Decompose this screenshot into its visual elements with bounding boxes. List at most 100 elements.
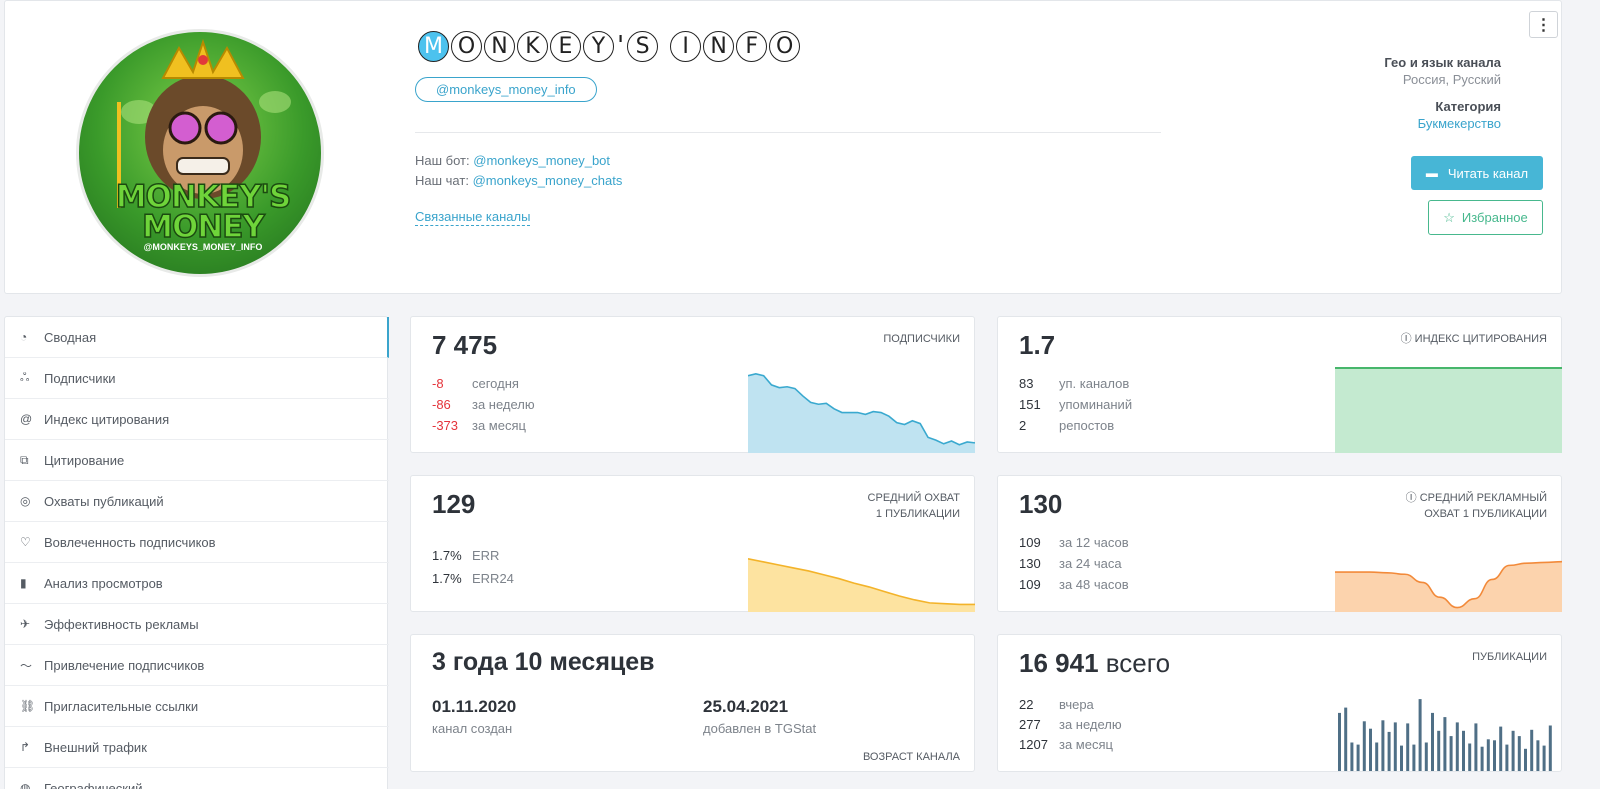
subscribers-label: ПОДПИСЧИКИ — [883, 333, 960, 345]
read-channel-button[interactable]: ▬ Читать канал — [1411, 156, 1543, 190]
reach-card[interactable]: 129 СРЕДНИЙ ОХВАТ 1 ПУБЛИКАЦИИ 1.7% ERR 1.… — [410, 475, 975, 612]
publication-bar — [1369, 728, 1372, 771]
stat-label: за 48 часов — [1059, 577, 1129, 592]
quote-icon: ⧉ — [20, 452, 29, 467]
subscribers-row-week: -86 за неделю — [432, 397, 535, 412]
ad-reach-card[interactable]: 130 ⓘ СРЕДНИЙ РЕКЛАМНЫЙ ОХВАТ 1 ПУБЛИКАЦИ… — [997, 475, 1562, 612]
publication-bar — [1437, 730, 1441, 771]
publication-bar — [1548, 725, 1552, 771]
posts-row-week: 277 за неделю — [1019, 717, 1122, 732]
channel-age-value: 3 года 10 месяцев — [432, 648, 655, 676]
kebab-icon: ⋮ — [1535, 16, 1552, 34]
label-line-2: ОХВАТ 1 ПУБЛИКАЦИИ — [1424, 508, 1547, 520]
stat-number: 1.7% — [432, 548, 462, 563]
stats-sidebar: ◔ Сводная ஃ Подписчики @ Индекс цитирования ⧉ Ц… — [4, 316, 389, 789]
sidebar-item[interactable]: ↱ Внешний трафик — [5, 727, 389, 768]
channel-handle-badge[interactable]: @monkeys_money_info — [415, 77, 597, 102]
err-row: 1.7% ERR — [432, 548, 499, 563]
channel-age-label: ВОЗРАСТ КАНАЛА — [862, 751, 960, 763]
publications-suffix: всего — [1105, 648, 1171, 678]
sidebar-item[interactable]: ⛓ Пригласительные ссылки — [5, 686, 389, 727]
favorite-button[interactable]: ☆ Избранное — [1428, 200, 1543, 235]
publication-bar — [1474, 723, 1478, 771]
publication-bar — [1499, 726, 1503, 771]
citation-area-chart — [1335, 367, 1562, 453]
sidebar-item[interactable]: ♡ Вовлеченность подписчиков — [5, 522, 389, 563]
publication-bar — [1362, 721, 1366, 771]
publication-bar — [1505, 744, 1509, 771]
posts-row-month: 1207 за месяц — [1019, 737, 1113, 752]
sidebar-item[interactable]: ◍ Географический — [5, 768, 389, 789]
label-line-1: СРЕДНИЙ РЕКЛАМНЫЙ — [1419, 492, 1547, 504]
ad-reach-row-24h: 130 за 24 часа — [1019, 556, 1122, 571]
subscribers-count: 7 475 — [432, 330, 498, 360]
stat-label: уп. каналов — [1059, 376, 1130, 391]
sidebar-item-label: Анализ просмотров — [44, 575, 163, 591]
subscribers-card[interactable]: 7 475 ПОДПИСЧИКИ -8 сегодня -86 за неделю … — [410, 316, 975, 453]
read-channel-label: Читать канал — [1447, 165, 1529, 181]
created-label: канал создан — [432, 721, 513, 736]
bot-link[interactable]: @monkeys_money_bot — [473, 153, 611, 168]
title-letter: Y — [583, 31, 614, 62]
publication-bar — [1443, 717, 1447, 771]
label-line-1: СРЕДНИЙ ОХВАТ — [867, 492, 960, 504]
publication-bar — [1511, 730, 1515, 771]
avg-reach-value: 129 — [432, 489, 476, 519]
title-letter: O — [451, 31, 482, 62]
publication-bar — [1455, 722, 1459, 771]
related-channels-link[interactable]: Связанные каналы — [415, 209, 531, 226]
title-letter: S — [627, 31, 659, 62]
sidebar-item-label: Эффективность рекламы — [44, 616, 199, 632]
citation-row-reposts: 2 репостов — [1019, 418, 1114, 433]
channel-avatar: MONKEY'S MONEY @MONKEYS_MONEY_INFO — [76, 29, 324, 277]
sidebar-item-label: Привлечение подписчиков — [44, 657, 205, 673]
sparkline-line — [1335, 560, 1562, 609]
stat-number: -373 — [432, 418, 459, 433]
subscribers-sparkline — [748, 373, 975, 453]
subscribers-row-month: -373 за месяц — [432, 418, 526, 433]
citation-index-value: 1.7 — [1019, 330, 1056, 360]
stat-label: за месяц — [472, 418, 526, 433]
more-menu-button[interactable]: ⋮ — [1529, 11, 1558, 38]
publications-bar-chart — [1338, 699, 1552, 771]
sidebar-item[interactable]: ⧉ Цитирование — [5, 440, 389, 481]
sidebar-item[interactable]: ◎ Охваты публикаций — [5, 481, 389, 522]
chat-line: Наш чат: @monkeys_money_chats — [415, 173, 622, 188]
err24-row: 1.7% ERR24 — [432, 571, 514, 586]
added-label: добавлен в TGStat — [703, 721, 817, 736]
sidebar-item[interactable]: ஃ Подписчики — [5, 358, 389, 399]
stat-number: 130 — [1019, 556, 1041, 571]
publications-count: 16 941 — [1019, 648, 1099, 678]
publication-bar — [1412, 744, 1416, 771]
avatar-brand-text: MONKEY'S MONEY — [115, 179, 292, 245]
publication-bar — [1400, 745, 1403, 771]
citation-row-channels: 83 уп. каналов — [1019, 376, 1129, 391]
publications-card[interactable]: 16 941 всего ПУБЛИКАЦИИ 22 вчера 277 за не… — [997, 634, 1562, 772]
sidebar-item[interactable]: ✈ Эффективность рекламы — [5, 604, 389, 645]
at-icon: @ — [20, 412, 33, 426]
stat-number: 151 — [1019, 397, 1041, 412]
stat-number: 109 — [1019, 535, 1041, 550]
sidebar-item[interactable]: 〜 Привлечение подписчиков — [5, 645, 389, 686]
bot-label: Наш бот: — [415, 153, 470, 168]
link-icon: ⛓ — [20, 699, 36, 713]
chat-link[interactable]: @monkeys_money_chats — [472, 173, 623, 188]
ad-reach-value: 130 — [1019, 489, 1063, 519]
citation-row-mentions: 151 упоминаний — [1019, 397, 1132, 412]
avatar-art — [117, 38, 291, 208]
external-icon: ↱ — [20, 740, 31, 754]
sidebar-item[interactable]: @ Индекс цитирования — [5, 399, 389, 440]
avg-reach-label: СРЕДНИЙ ОХВАТ 1 ПУБЛИКАЦИИ — [868, 490, 960, 522]
sidebar-item[interactable]: ▮ Анализ просмотров — [5, 563, 389, 604]
publication-bar — [1480, 746, 1484, 771]
stat-number: 277 — [1019, 717, 1041, 732]
stat-label: за месяц — [1059, 737, 1113, 752]
category-link[interactable]: Букмекерство — [1417, 116, 1501, 131]
sidebar-item-label: Пригласительные ссылки — [44, 698, 199, 714]
publication-bar — [1393, 722, 1397, 771]
read-icon: ▬ — [1425, 166, 1438, 180]
citation-card[interactable]: 1.7 ⓘ ИНДЕКС ЦИТИРОВАНИЯ 83 уп. каналов 1… — [997, 316, 1562, 453]
reach-sparkline — [748, 558, 975, 612]
sidebar-item[interactable]: ◔ Сводная — [5, 317, 389, 358]
sidebar-item-label: Сводная — [44, 329, 97, 345]
